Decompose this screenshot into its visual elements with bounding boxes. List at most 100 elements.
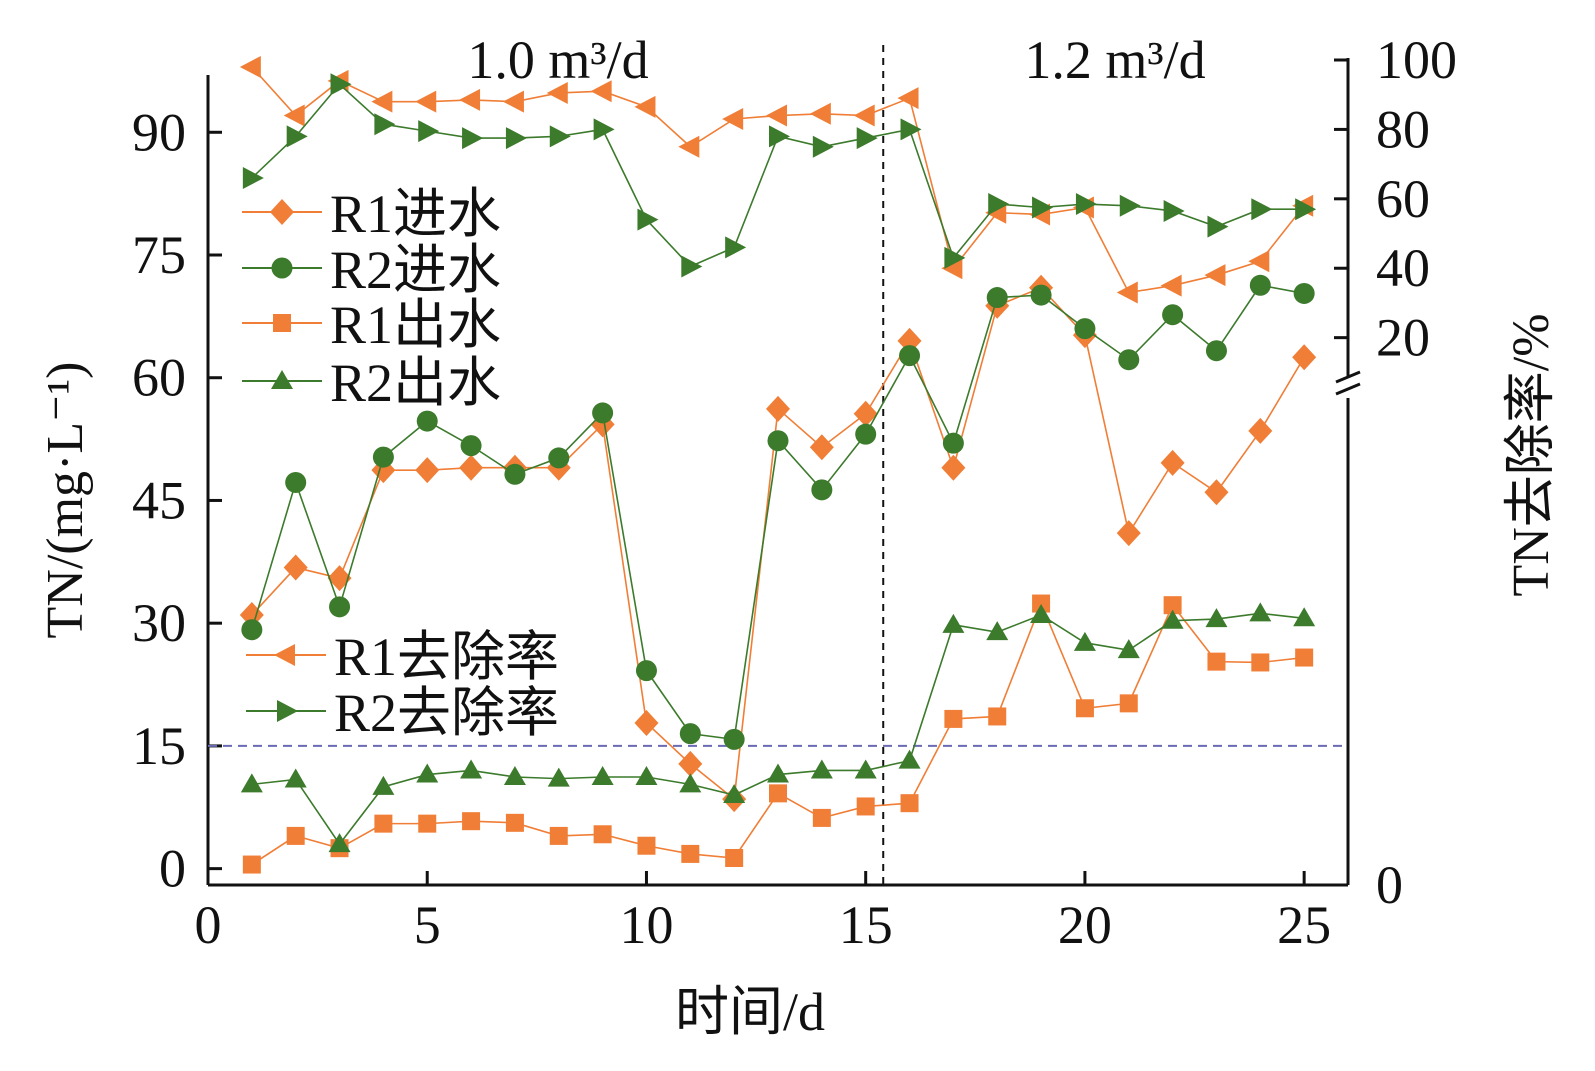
- data-point: [854, 759, 877, 779]
- data-point: [460, 759, 483, 779]
- data-point: [1205, 340, 1227, 362]
- data-point: [1161, 609, 1184, 629]
- data-point: [1030, 284, 1052, 306]
- data-point: [374, 113, 396, 136]
- phase-label-2: 1.2 m³/d: [1024, 30, 1205, 90]
- data-point: [547, 767, 570, 787]
- data-point: [284, 768, 307, 788]
- x-tick-label: 0: [195, 895, 222, 955]
- data-point: [239, 55, 261, 78]
- data-point: [723, 728, 745, 750]
- data-point: [459, 88, 481, 111]
- data-point: [1293, 607, 1316, 627]
- legend-label: R2出水: [330, 353, 501, 413]
- data-point: [1075, 699, 1094, 718]
- data-point: [1073, 631, 1096, 651]
- data-point: [723, 784, 746, 803]
- y-axis-label-left: TN/(mg·L⁻¹): [37, 362, 94, 639]
- labels: 1.0 m³/d 1.2 m³/d 时间/d TN/(mg·L⁻¹) TN去除率…: [37, 30, 1560, 1042]
- x-tick-label: 15: [839, 895, 893, 955]
- data-point: [679, 773, 702, 793]
- legend-marker: [273, 314, 291, 332]
- legend-item: R2去除率: [246, 683, 559, 743]
- legend-item: R1进水: [242, 184, 501, 244]
- data-point: [988, 707, 1007, 726]
- legend-label: R1去除率: [334, 627, 559, 687]
- data-point: [1117, 639, 1140, 659]
- axis-break-mark: [1335, 382, 1361, 396]
- data-point: [637, 836, 656, 855]
- data-point: [679, 723, 701, 745]
- data-point: [678, 135, 700, 158]
- data-point: [1205, 608, 1228, 628]
- data-point: [634, 95, 656, 118]
- data-point: [853, 104, 875, 127]
- series-square: [242, 594, 1314, 874]
- data-point: [591, 766, 614, 785]
- data-point: [769, 784, 787, 803]
- data-point: [1163, 199, 1185, 222]
- series-triangle-up: [240, 602, 1316, 853]
- data-point: [371, 90, 393, 113]
- x-tick-label: 5: [414, 895, 441, 955]
- x-tick-label: 10: [619, 895, 673, 955]
- data-point: [285, 471, 307, 493]
- data-point: [1248, 250, 1270, 273]
- y-tick-label-right: 40: [1376, 238, 1430, 298]
- data-point: [505, 813, 524, 832]
- data-point: [418, 120, 440, 143]
- data-point: [1249, 274, 1271, 296]
- x-tick-label: 20: [1058, 895, 1112, 955]
- data-point: [241, 619, 263, 641]
- data-point: [460, 435, 482, 457]
- data-point: [941, 454, 966, 481]
- data-point: [1118, 349, 1140, 371]
- data-point: [1119, 194, 1141, 217]
- guide-lines: [208, 45, 1348, 885]
- data-point: [590, 80, 612, 103]
- data-point: [329, 596, 351, 618]
- y-tick-label-left: 75: [132, 225, 186, 285]
- legend-label: R1出水: [330, 295, 501, 355]
- data-point: [678, 750, 703, 777]
- data-point: [242, 167, 264, 189]
- legend-item: R2进水: [242, 240, 501, 300]
- y-tick-label-left: 45: [132, 470, 186, 530]
- data-point: [1075, 193, 1097, 216]
- data-point: [546, 81, 568, 104]
- data-point: [1204, 264, 1226, 287]
- data-point: [1207, 652, 1226, 671]
- series-circle: [241, 274, 1315, 750]
- data-point: [1207, 215, 1229, 238]
- data-point: [986, 621, 1009, 641]
- legend-label: R2去除率: [334, 683, 559, 743]
- data-point: [1160, 274, 1182, 297]
- data-point: [812, 135, 834, 158]
- x-tick-label: 25: [1277, 895, 1331, 955]
- data-point: [766, 104, 787, 127]
- y-tick-label-right: 0: [1376, 855, 1403, 915]
- data-point: [897, 87, 919, 110]
- data-point: [372, 775, 395, 795]
- data-point: [505, 127, 527, 150]
- axis-break-mark: [1335, 370, 1361, 384]
- data-point: [283, 554, 308, 581]
- y-tick-label-left: 0: [159, 839, 186, 899]
- data-point: [502, 90, 524, 113]
- data-point: [681, 255, 703, 278]
- data-point: [462, 812, 481, 831]
- data-point: [418, 814, 437, 833]
- data-point: [240, 773, 263, 793]
- data-point: [548, 447, 570, 469]
- data-point: [374, 814, 393, 833]
- data-point: [810, 759, 833, 779]
- data-point: [1160, 449, 1185, 476]
- data-point: [1119, 694, 1138, 713]
- data-point: [1032, 594, 1051, 613]
- data-point: [769, 125, 790, 148]
- data-point: [593, 118, 615, 141]
- data-point: [900, 118, 922, 141]
- data-point: [504, 463, 526, 485]
